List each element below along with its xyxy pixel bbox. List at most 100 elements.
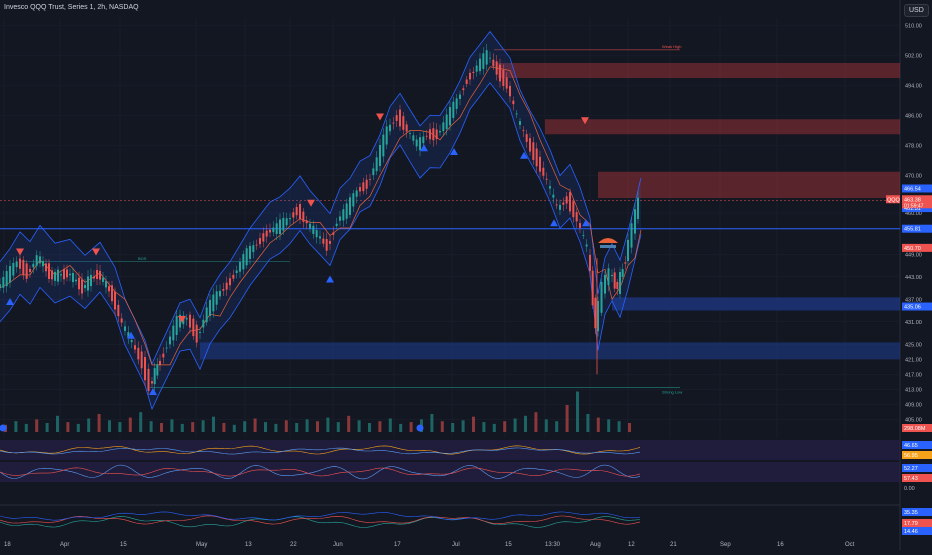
candle-body <box>199 331 201 333</box>
candle-body <box>489 57 491 59</box>
candle-body <box>539 156 541 172</box>
candle-body <box>600 282 603 313</box>
candle-body <box>259 238 261 245</box>
volume-bar <box>212 416 215 432</box>
sell-signal-icon <box>581 117 589 125</box>
candle-body <box>627 239 629 262</box>
candle-body <box>87 276 89 291</box>
candle-body <box>108 286 110 292</box>
candle-body <box>519 121 521 125</box>
volume-bar <box>472 416 475 432</box>
candle-body <box>542 167 545 176</box>
event-marker-icon <box>0 424 7 432</box>
volume-bar <box>264 422 267 432</box>
price-tick-label: 409.00 <box>905 402 922 408</box>
buy-signal-icon <box>127 331 135 339</box>
candle-body <box>25 263 28 279</box>
osc-tag: 57.43 <box>904 476 918 482</box>
osc-tag-bg <box>902 519 932 527</box>
osc-tag: 35.35 <box>904 510 918 516</box>
candle-body <box>35 255 38 266</box>
candle-body <box>475 65 478 72</box>
volume-bar <box>534 412 538 432</box>
candle-body <box>120 318 123 323</box>
candle-body <box>505 77 508 89</box>
candle-body <box>222 289 225 291</box>
candle-body <box>405 124 408 132</box>
upper-price-tag-bg <box>902 184 932 193</box>
price-tick-label: 413.00 <box>905 387 922 393</box>
event-marker-icon <box>416 424 424 432</box>
sell-signal-icon <box>307 199 315 207</box>
volume-bar <box>305 419 309 432</box>
volume-bar <box>180 423 184 432</box>
candle-body <box>57 269 59 282</box>
candle-body <box>392 122 395 124</box>
candle-body <box>93 276 95 279</box>
candle-body <box>619 272 621 294</box>
candle-body <box>96 270 98 279</box>
volume-tag-bg <box>902 424 932 432</box>
candle-body <box>151 381 153 384</box>
price-tick-label: 449.00 <box>905 252 922 258</box>
candle-body <box>322 238 325 244</box>
candle-body <box>425 135 428 137</box>
candle-body <box>572 201 575 218</box>
candle-body <box>589 254 591 272</box>
candle-body <box>239 261 241 272</box>
volume-bar <box>607 419 611 432</box>
buy-signal-icon <box>582 219 590 227</box>
volume-bar <box>440 421 444 432</box>
beach-icon <box>600 245 616 248</box>
volume-bar <box>14 421 18 432</box>
time-tick-label: 15 <box>505 542 512 548</box>
candle-body <box>449 107 451 126</box>
candle-body <box>389 124 391 132</box>
price-tick-label: 443.00 <box>905 275 922 281</box>
candle-body <box>105 281 107 288</box>
currency-button[interactable]: USD <box>904 4 929 17</box>
level-price-tag-bg <box>902 224 932 233</box>
candle-body <box>419 137 421 151</box>
volume-bar <box>87 418 91 432</box>
buy-signal-icon <box>520 151 528 159</box>
candle-body <box>432 128 435 141</box>
candle-body <box>611 274 613 277</box>
volume-bar <box>378 421 382 432</box>
candle-body <box>637 197 639 219</box>
volume-bar <box>76 423 80 432</box>
current-price-label: 463.38 <box>904 197 921 203</box>
candle-body <box>19 258 21 269</box>
upper-price-tag: 466.54 <box>904 186 921 192</box>
osc-tag: 17.79 <box>904 521 918 527</box>
candle-body <box>585 244 588 247</box>
candle-body <box>579 223 581 228</box>
volume-bar <box>357 420 361 432</box>
candle-body <box>66 269 68 278</box>
supply-zone <box>545 119 900 135</box>
bos-label: BOS <box>138 256 147 261</box>
candle-body <box>279 219 281 234</box>
volume-bar <box>617 421 621 432</box>
volume-bar <box>274 423 278 432</box>
candle-body <box>342 209 345 221</box>
candle-body <box>429 129 431 140</box>
volume-tag: 298.08M <box>904 426 926 432</box>
candle-body <box>252 245 255 253</box>
candle-body <box>332 232 335 235</box>
volume-bar <box>149 421 153 432</box>
blue-price-tag-bg <box>902 302 932 311</box>
buy-signal-icon <box>420 144 428 152</box>
sell-signal-icon <box>376 113 384 121</box>
buy-signal-icon <box>149 388 157 395</box>
candle-body <box>169 336 171 345</box>
price-tick-label: 494.00 <box>905 84 922 90</box>
time-tick-label: 22 <box>290 542 297 548</box>
osc1-pane <box>0 440 900 460</box>
volume-bar <box>492 423 496 432</box>
price-tick-label: 425.00 <box>905 342 922 348</box>
candle-body <box>229 278 231 286</box>
volume-bar <box>451 423 455 432</box>
